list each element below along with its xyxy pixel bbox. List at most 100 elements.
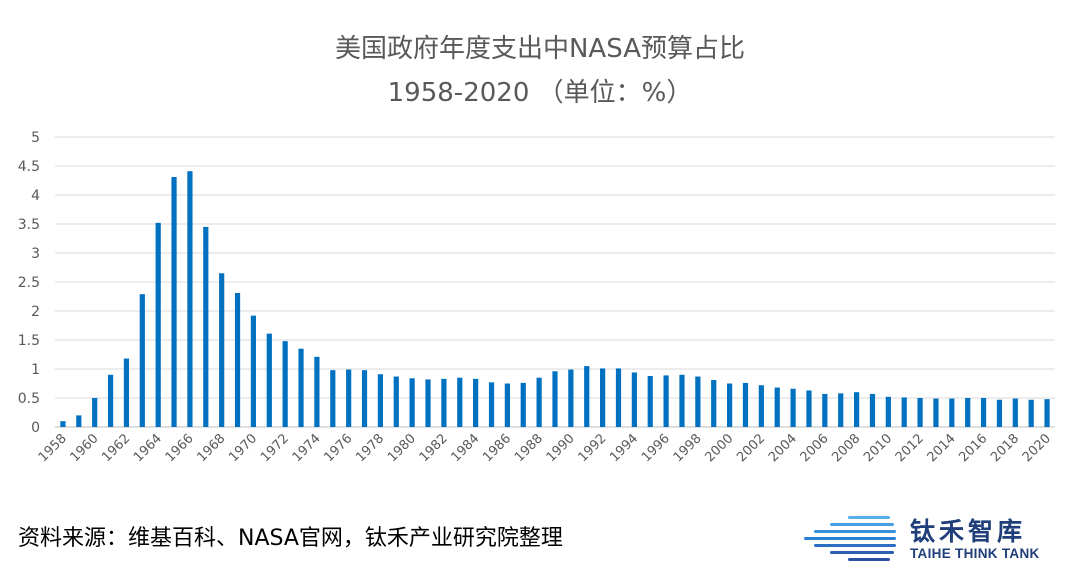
bar-1981 <box>425 379 431 427</box>
bar-2005 <box>806 390 812 427</box>
x-tick-label: 1984 <box>448 431 482 465</box>
x-tick-label: 2006 <box>798 431 832 465</box>
bar-1963 <box>139 294 145 427</box>
x-tick-label: 2002 <box>734 431 768 465</box>
y-tick-label: 0.5 <box>18 391 40 407</box>
y-tick-label: 4.5 <box>18 159 40 175</box>
bar-2001 <box>742 382 749 427</box>
bar-1962 <box>123 358 130 427</box>
bar-2010 <box>885 396 891 427</box>
y-axis-ticks: 0 0.5 1 1.5 2 2.5 3 3.5 4 4.5 5 <box>18 130 40 436</box>
x-tick-label: 2008 <box>829 431 863 465</box>
x-tick-label: 1986 <box>480 431 514 465</box>
bar-1994 <box>631 372 637 427</box>
bar-1964 <box>155 222 161 427</box>
bar-1983 <box>457 377 463 427</box>
bar-1958 <box>60 421 66 427</box>
x-tick-label: 2020 <box>1020 431 1054 465</box>
x-tick-label: 1982 <box>417 431 451 465</box>
bar-1993 <box>615 368 622 427</box>
bar-2011 <box>901 397 907 427</box>
bar-1975 <box>330 370 336 427</box>
bar-1989 <box>552 371 558 427</box>
y-tick-label: 1.5 <box>18 333 40 349</box>
x-tick-label: 1988 <box>512 431 546 465</box>
bar-1959 <box>76 415 82 427</box>
bar-1965 <box>171 177 177 427</box>
bar-1968 <box>219 273 225 427</box>
bar-2004 <box>790 388 796 427</box>
bar-2017 <box>996 399 1003 427</box>
chart-subtitle: 1958-2020 （单位：%） <box>387 78 693 108</box>
bar-chart: 00.511.522.533.544.55 195819601962196419… <box>18 130 1055 465</box>
y-tick-label: 2 <box>31 304 40 320</box>
x-tick-label: 1960 <box>68 431 102 465</box>
y-tick-label: 3 <box>31 246 40 262</box>
chart-title-block: 美国政府年度支出中NASA预算占比 1958-2020 （单位：%） <box>0 30 1080 112</box>
bar-1973 <box>298 348 304 427</box>
bar-2009 <box>869 393 876 427</box>
bar-1986 <box>504 383 510 427</box>
bar-1996 <box>663 375 669 427</box>
bar-2003 <box>774 387 780 427</box>
x-tick-label: 1966 <box>163 431 197 465</box>
bar-1966 <box>187 171 193 427</box>
bar-1980 <box>409 378 415 427</box>
y-tick-label: 2.5 <box>18 275 40 291</box>
bar-1990 <box>568 369 574 427</box>
x-tick-label: 1996 <box>639 431 673 465</box>
bar-2007 <box>838 393 844 427</box>
x-tick-label: 2000 <box>702 431 736 465</box>
bar-1971 <box>266 333 272 427</box>
y-tick-label: 1 <box>31 362 40 378</box>
bar-1970 <box>250 315 257 427</box>
x-axis-ticks: 1958196019621964196619681970197219741976… <box>36 431 1054 465</box>
x-tick-label: 1998 <box>671 431 705 465</box>
bar-1985 <box>488 382 495 427</box>
y-tick-label: 0 <box>31 420 40 436</box>
bar-1982 <box>441 378 447 427</box>
x-tick-label: 1968 <box>194 431 228 465</box>
x-tick-label: 1964 <box>131 431 165 465</box>
x-tick-label: 1962 <box>99 431 133 465</box>
x-tick-label: 2016 <box>956 431 990 465</box>
x-tick-label: 2012 <box>893 431 927 465</box>
bar-1992 <box>600 368 606 427</box>
x-tick-label: 2014 <box>925 431 959 465</box>
x-tick-label: 1972 <box>258 431 292 465</box>
bar-2008 <box>853 392 860 427</box>
bar-1974 <box>314 356 320 427</box>
bar-1991 <box>584 366 590 427</box>
logo-mark-icon <box>804 516 896 561</box>
bar-2012 <box>917 398 923 427</box>
bar-1988 <box>536 377 542 427</box>
bar-1972 <box>282 341 288 427</box>
bar-1960 <box>92 398 98 427</box>
bar-1969 <box>234 293 241 427</box>
x-tick-label: 1990 <box>544 431 578 465</box>
bar-2018 <box>1012 398 1018 427</box>
y-tick-label: 4 <box>31 188 40 204</box>
bar-1979 <box>393 376 399 427</box>
x-tick-label: 1994 <box>607 431 641 465</box>
logo-name-cn: 钛禾智库 <box>910 517 1027 546</box>
x-tick-label: 1976 <box>321 431 355 465</box>
bar-1997 <box>679 374 685 427</box>
y-tick-label: 5 <box>31 130 40 146</box>
bars <box>60 171 1050 427</box>
x-tick-label: 2004 <box>766 431 800 465</box>
bar-1998 <box>695 376 701 427</box>
bar-1984 <box>473 378 479 427</box>
bar-1967 <box>203 226 209 427</box>
x-tick-label: 2018 <box>988 431 1022 465</box>
x-tick-label: 1980 <box>385 431 419 465</box>
bar-2000 <box>727 383 733 427</box>
x-tick-label: 1974 <box>290 431 324 465</box>
x-tick-label: 1970 <box>226 431 260 465</box>
chart-title: 美国政府年度支出中NASA预算占比 <box>334 34 745 64</box>
bar-1977 <box>361 370 368 427</box>
y-tick-label: 3.5 <box>18 217 40 233</box>
bar-1976 <box>346 369 352 427</box>
bar-2014 <box>949 398 955 427</box>
x-tick-label: 1958 <box>36 431 70 465</box>
